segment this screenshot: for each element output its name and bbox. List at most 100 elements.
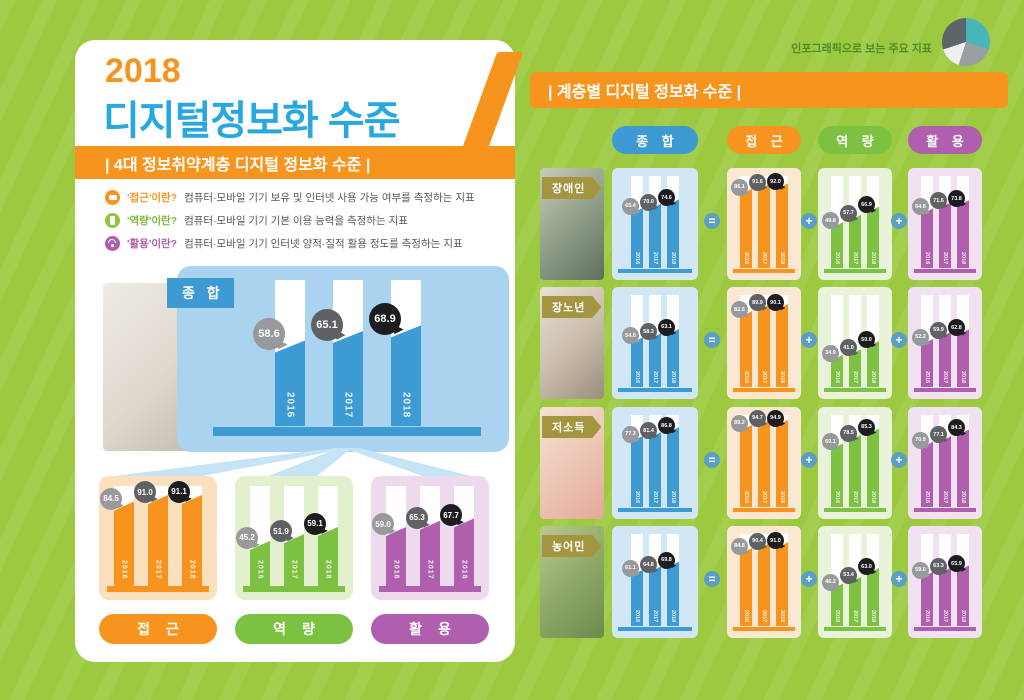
left-subtitle: | 4대 정보취약계층 디지털 정보화 수준 | [105,156,371,174]
bar-fill: 2018 [957,565,969,626]
year-label: 2017 [342,391,354,418]
bar-2017: 2017 90.4 [749,532,770,626]
value-bubble: 62.8 [948,319,965,337]
legend-term-capability: '역량'이란? [127,215,178,227]
group-label: 장노년 [542,296,601,318]
year-title: 2018 [105,52,181,90]
cell-utilization: 2016 70.9 2017 77.1 2018 84.3 [908,407,982,519]
legend-desc-utilization: 컴퓨터·모바일 기기 인터넷 양적·질적 활용 정도를 측정하는 지표 [184,238,463,250]
bar-fill: 2017 [284,534,304,586]
year-label: 2017 [852,490,858,503]
bar-fill: 2018 [867,428,879,507]
equals-icon: = [704,213,720,229]
year-label: 2018 [670,609,676,622]
value-bubble: 81.4 [640,422,657,440]
value-bubble: 84.3 [948,419,965,437]
year-label: 2016 [924,370,930,383]
bar-fill: 2017 [939,436,951,507]
bar-2018: 2018 91.1 [168,480,202,586]
bar-fill: 2018 [867,206,879,268]
mini-chart-capability: 2016 34.9 2017 41.0 2018 50.0 [818,287,892,399]
value-bubble: 59.0 [372,513,394,536]
bar-fill: 2017 [649,333,661,387]
cell-total: 2016 54.0 2017 58.3 2018 63.1 [612,287,698,399]
year-label: 2017 [942,490,948,503]
mini-chart-access: 2016 86.1 2017 91.6 2018 92.0 [727,168,801,280]
legend-item-utilization: '활용'이란? 컴퓨터·모바일 기기 인터넷 양적·질적 활용 정도를 측정하는… [105,236,475,251]
value-bubble: 53.4 [840,566,857,584]
value-bubble: 49.8 [822,212,839,230]
bar-2018: 2018 68.9 [369,280,421,426]
value-bubble: 91.6 [749,173,766,191]
bar-fill: 2018 [957,429,969,507]
bar-2017: 2017 58.3 [640,295,661,387]
bar-2016: 2016 54.0 [622,295,643,387]
chart-baseline [733,627,795,631]
value-bubble: 54.0 [622,327,639,345]
access-chart: 2016 84.5 2017 91.0 2018 91.1 [99,476,217,600]
year-label: 2017 [761,370,767,383]
value-bubble: 70.9 [912,431,929,449]
value-bubble: 46.2 [822,573,839,591]
bar-2016: 2016 77.3 [622,415,643,507]
value-bubble: 91.0 [134,481,156,503]
year-label: 2017 [852,370,858,383]
bar-2017: 2017 70.0 [640,176,661,268]
bar-2016: 2016 82.5 [731,295,752,387]
bar-2017: 2017 57.7 [840,176,861,268]
value-bubble: 50.0 [858,331,875,348]
bar-fill: 2016 [740,547,752,626]
year-label: 2017 [154,560,162,580]
bar-2017: 2017 65.3 [406,486,440,586]
bar-2017: 2017 41.0 [840,295,861,387]
bar-fill: 2016 [740,311,752,387]
monitor-icon [105,190,120,205]
cell-total: 2016 77.3 2017 81.4 2018 86.8 [612,407,698,519]
chart-baseline [824,269,886,273]
chart-baseline [733,269,795,273]
bar-fill: 2016 [631,435,643,507]
year-label: 2018 [779,490,785,503]
year-label: 2018 [400,391,412,418]
bar-2016: 2016 46.2 [822,534,843,626]
bar-2017: 2017 71.6 [930,176,951,268]
year-label: 2016 [743,251,749,264]
value-bubble: 86.1 [731,178,748,196]
bar-2017: 2017 81.4 [640,415,661,507]
year-label: 2018 [460,560,468,580]
wifi-icon [105,236,120,251]
bar-2018: 2018 69.8 [658,534,679,626]
value-bubble: 77.1 [930,426,947,444]
bar-2018: 2018 59.1 [304,486,338,586]
mini-chart-utilization: 2016 64.8 2017 71.6 2018 73.8 [908,168,982,280]
legend-item-access: '접근'이란? 컴퓨터·모바일 기기 보유 및 인터넷 사용 가능 여부를 측정… [105,190,475,205]
cell-utilization: 2016 59.0 2017 63.3 2018 65.9 [908,526,982,638]
year-label: 2018 [779,609,785,622]
bar-fill: 2017 [333,330,363,426]
year-label: 2017 [942,251,948,264]
bar-2017: 2017 94.7 [749,409,770,507]
bar-fill: 2018 [776,304,788,387]
year-label: 2018 [960,370,966,383]
value-bubble: 63.1 [658,318,675,336]
left-panel: 2018 디지털정보화 수준 | 4대 정보취약계층 디지털 정보화 수준 | … [75,40,515,662]
bar-2016: 2016 59.0 [372,486,406,586]
bar-2018: 2018 74.6 [658,176,679,268]
bar-2018: 2018 84.3 [948,415,969,507]
bar-2018: 2018 66.9 [858,176,879,268]
component-capability: 2016 45.2 2017 51.9 2018 59.1 역 량 [235,476,353,644]
bar-fill: 2016 [250,540,270,586]
legend-term-access: '접근'이란? [127,192,178,204]
mini-chart-utilization: 2016 52.2 2017 59.9 2018 62.8 [908,287,982,399]
bar-fill: 2018 [667,199,679,268]
year-label: 2018 [188,560,196,580]
chart-baseline [733,388,795,392]
group-label: 장애인 [542,177,601,199]
value-bubble: 58.6 [253,318,285,351]
bar-2016: 2016 84.5 [100,486,134,586]
year-label: 2017 [652,370,658,383]
chart-baseline [379,586,481,592]
plus-icon: + [891,213,907,229]
value-bubble: 59.9 [930,321,947,339]
